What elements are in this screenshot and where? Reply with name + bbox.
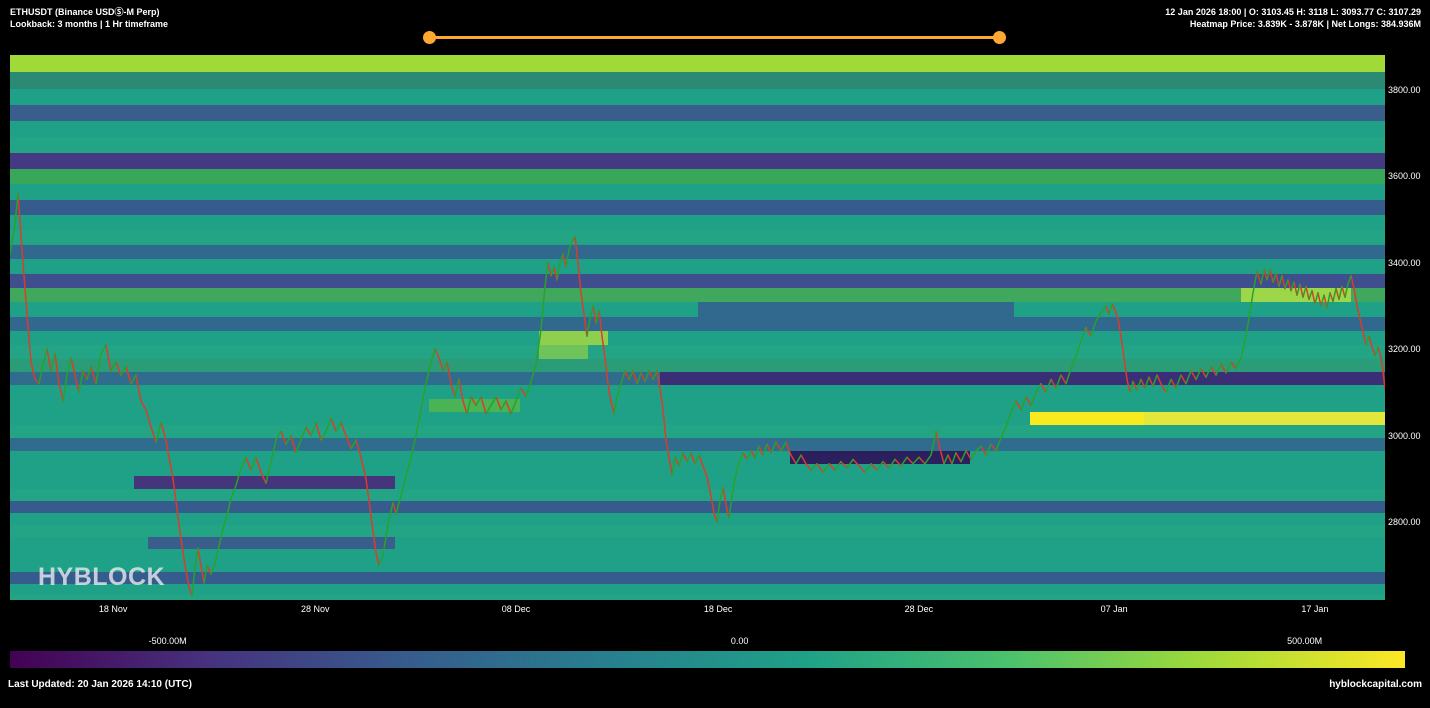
date-tick-label: 07 Jan (1100, 604, 1128, 614)
heatmap-band-segment (539, 331, 609, 345)
price-tick-label: 3600.00 (1388, 171, 1421, 182)
colorscale-bar (10, 651, 1405, 668)
heatmap-band (10, 88, 1385, 106)
heatmap-band (10, 358, 1385, 372)
heatmap-band (10, 302, 1385, 317)
heatmap-band (10, 463, 1385, 477)
heatmap-band (10, 595, 1385, 600)
date-tick-label: 28 Dec (904, 604, 934, 614)
heatmap-band (10, 549, 1385, 561)
heatmap-chart-area[interactable]: HYBLOCK (10, 55, 1385, 600)
heatmap-band (10, 199, 1385, 215)
price-tick-label: 3000.00 (1388, 430, 1421, 441)
heatmap-band (10, 259, 1385, 274)
heatmap-band (10, 121, 1385, 138)
heatmap-band (10, 372, 1385, 386)
heatmap-band (10, 244, 1385, 260)
heatmap-band (10, 168, 1385, 185)
price-tick-label: 3200.00 (1388, 344, 1421, 355)
heatmap-band (10, 72, 1385, 89)
heatmap-band-segment (1144, 412, 1385, 426)
legend-mid-label: 0.00 (730, 636, 749, 646)
heatmap-band (10, 214, 1385, 230)
heatmap-band (10, 385, 1385, 399)
price-line (10, 192, 1385, 597)
colorscale-labels: -500.00M 0.00 500.00M (10, 636, 1405, 648)
price-tick-label: 3400.00 (1388, 257, 1421, 268)
heatmap-band-segment (539, 344, 588, 359)
heatmap-band (10, 229, 1385, 245)
heatmap-band (10, 55, 1385, 73)
slider-track[interactable] (429, 36, 1000, 39)
time-axis[interactable]: 18 Nov 28 Nov 08 Dec 18 Dec 28 Dec 07 Jan 17 J… (10, 604, 1385, 618)
ohlc-readout: 12 Jan 2026 18:00 | O: 3103.45 H: 3118 L… (1165, 7, 1421, 17)
heatmap-band (10, 488, 1385, 501)
heatmap-band (10, 153, 1385, 169)
heatmap-band (10, 572, 1385, 584)
heatmap-band-segment (147, 537, 395, 549)
heatmap-band-segment (1030, 412, 1145, 426)
footer-bar: Last Updated: 20 Jan 2026 14:10 (UTC) hy… (8, 679, 1422, 690)
heatmap-band (10, 584, 1385, 596)
heatmap-band (10, 438, 1385, 452)
slider-handle-right[interactable] (993, 31, 1006, 44)
price-tick-label: 3800.00 (1388, 84, 1421, 95)
heatmap-band (10, 344, 1385, 359)
hyblock-watermark: HYBLOCK (38, 563, 166, 591)
time-range-slider[interactable] (0, 0, 1430, 52)
date-tick-label: 08 Dec (501, 604, 531, 614)
heatmap-band (10, 560, 1385, 573)
liquidation-heatmap-layer (10, 55, 1385, 600)
heatmap-band (10, 184, 1385, 200)
heatmap-band (10, 425, 1385, 439)
chart-header-right: 12 Jan 2026 18:00 | O: 3103.45 H: 3118 L… (1165, 6, 1421, 30)
symbol-title: ETHUSDT (Binance USDⓈ-M Perp) (10, 7, 160, 17)
slider-handle-left[interactable] (423, 31, 436, 44)
chart-header-left: ETHUSDT (Binance USDⓈ-M Perp) Lookback: … (10, 6, 168, 30)
heatmap-band (10, 316, 1385, 331)
down-path (17, 192, 1385, 597)
heatmap-band (10, 500, 1385, 513)
heatmap-band (10, 273, 1385, 289)
up-path (10, 192, 1379, 597)
last-updated: Last Updated: 20 Jan 2026 14:10 (UTC) (8, 679, 192, 690)
heatmap-band-segment (789, 451, 970, 464)
heatmap-band-segment (133, 476, 395, 489)
heatmap-readout: Heatmap Price: 3.839K - 3.878K | Net Lon… (1189, 19, 1421, 29)
heatmap-band (10, 137, 1385, 154)
heatmap-band (10, 537, 1385, 549)
legend-max-label: 500.00M (1287, 636, 1323, 646)
heatmap-band (10, 105, 1385, 122)
heatmap-band (10, 525, 1385, 538)
heatmap-band (10, 412, 1385, 426)
date-tick-label: 18 Nov (98, 604, 128, 614)
lookback-info: Lookback: 3 months | 1 Hr timeframe (10, 19, 169, 29)
price-axis[interactable]: 3800.00 3600.00 3400.00 3200.00 3000.00 2800.… (1388, 55, 1430, 600)
date-tick-label: 28 Nov (301, 604, 330, 614)
date-tick-label: 18 Dec (703, 604, 733, 614)
heatmap-band-segment (660, 372, 1385, 386)
legend-min-label: -500.00M (148, 636, 187, 646)
heatmap-band (10, 331, 1385, 345)
price-tick-label: 2800.00 (1388, 517, 1421, 528)
heatmap-band-segment (697, 302, 1014, 317)
heatmap-band (10, 513, 1385, 526)
heatmap-band (10, 476, 1385, 489)
site-link[interactable]: hyblockcapital.com (1329, 679, 1422, 690)
date-tick-label: 17 Jan (1301, 604, 1329, 614)
